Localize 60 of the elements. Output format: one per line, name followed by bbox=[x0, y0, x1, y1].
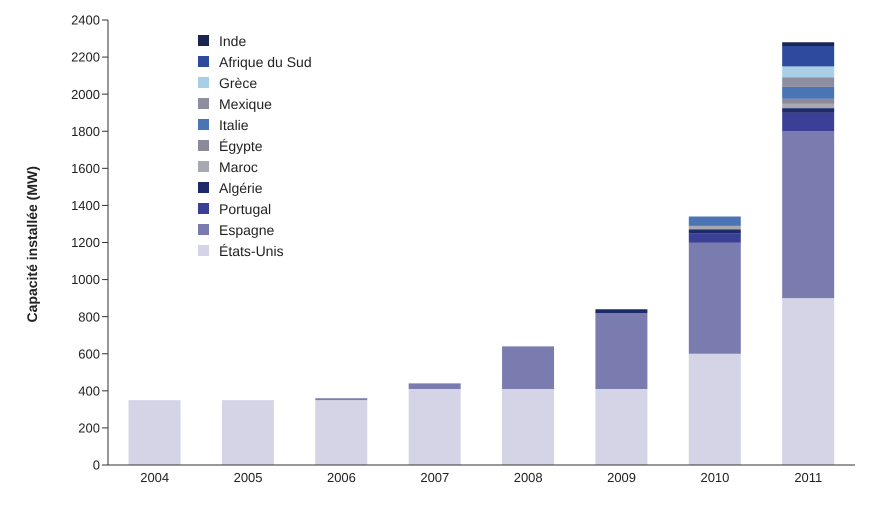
x-tick-label: 2005 bbox=[234, 470, 263, 486]
y-tick-label: 1600 bbox=[71, 160, 100, 176]
x-tick-label: 2008 bbox=[514, 470, 543, 486]
bar bbox=[688, 216, 741, 226]
legend-label: Algérie bbox=[219, 180, 263, 196]
bar bbox=[782, 108, 834, 113]
bar bbox=[595, 388, 648, 465]
x-tick-label: 2010 bbox=[700, 470, 730, 486]
y-tick-label: 0 bbox=[92, 458, 100, 473]
bar bbox=[595, 309, 648, 313]
y-tick-label: 600 bbox=[78, 346, 100, 362]
bar bbox=[782, 112, 834, 132]
bar bbox=[408, 388, 461, 465]
bar bbox=[595, 312, 648, 389]
legend-label: Égypte bbox=[219, 138, 263, 154]
legend-label: Maroc bbox=[219, 158, 258, 174]
y-tick-label: 400 bbox=[78, 383, 100, 398]
bar bbox=[782, 86, 834, 99]
x-tick-label: 2006 bbox=[326, 470, 356, 486]
x-tick-label: 2004 bbox=[140, 470, 170, 486]
legend-label: Espagne bbox=[219, 222, 274, 238]
bar bbox=[502, 388, 554, 465]
y-tick-label: 1200 bbox=[71, 235, 100, 250]
bar bbox=[782, 42, 834, 46]
y-tick-label: 800 bbox=[78, 309, 100, 324]
bar bbox=[782, 298, 834, 465]
bar bbox=[782, 77, 834, 87]
bar bbox=[688, 230, 741, 234]
x-tick-label: 2009 bbox=[607, 470, 636, 486]
bar bbox=[782, 98, 834, 104]
legend-label: Mexique bbox=[219, 96, 272, 112]
bar bbox=[315, 400, 368, 465]
bar bbox=[408, 383, 461, 389]
bar bbox=[782, 131, 834, 298]
y-tick-label: 2000 bbox=[71, 86, 100, 102]
bar bbox=[688, 354, 741, 465]
legend-label: États-Unis bbox=[219, 242, 284, 258]
x-tick-label: 2007 bbox=[420, 470, 450, 486]
y-axis-title: Capacité installée (MW) bbox=[24, 166, 40, 322]
bar bbox=[782, 103, 834, 108]
x-tick-label: 2011 bbox=[794, 470, 822, 486]
legend-label: Inde bbox=[219, 32, 246, 48]
y-tick-label: 2400 bbox=[71, 12, 100, 28]
legend-label: Grèce bbox=[219, 74, 258, 90]
bar bbox=[688, 242, 741, 354]
bar bbox=[782, 66, 834, 78]
legend-label: Portugal bbox=[219, 200, 272, 216]
legend-label: Italie bbox=[219, 116, 249, 132]
y-tick-label: 2200 bbox=[71, 50, 100, 65]
bar bbox=[688, 233, 741, 242]
bar bbox=[502, 346, 554, 389]
bar bbox=[782, 46, 834, 66]
bar bbox=[688, 226, 741, 230]
y-tick-label: 200 bbox=[78, 420, 100, 436]
bar bbox=[128, 400, 181, 465]
legend-label: Afrique du Sud bbox=[219, 54, 312, 70]
y-tick-label: 1000 bbox=[71, 272, 100, 288]
bar bbox=[222, 400, 274, 465]
y-tick-label: 1800 bbox=[71, 124, 100, 139]
y-tick-label: 1400 bbox=[71, 198, 100, 214]
